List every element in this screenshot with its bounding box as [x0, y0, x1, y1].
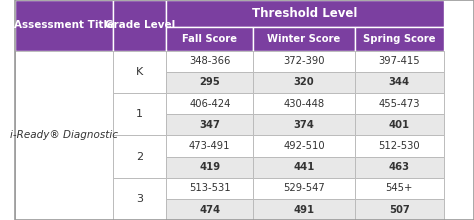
Bar [166, 0, 444, 28]
Bar [113, 178, 166, 220]
Text: 374: 374 [293, 120, 314, 130]
Text: 347: 347 [200, 120, 220, 130]
Text: 401: 401 [389, 120, 410, 130]
Bar [355, 135, 444, 156]
Bar [166, 28, 254, 51]
Text: 473-491: 473-491 [189, 141, 230, 151]
Text: 545+: 545+ [386, 183, 413, 193]
Text: 419: 419 [199, 162, 220, 172]
Bar [254, 51, 355, 72]
Bar [254, 156, 355, 178]
Bar [355, 156, 444, 178]
Bar [355, 199, 444, 220]
Text: Fall Score: Fall Score [182, 34, 237, 44]
Text: 372-390: 372-390 [283, 56, 325, 66]
Bar [15, 0, 113, 51]
Bar [113, 93, 166, 135]
Bar [113, 135, 166, 178]
Text: 3: 3 [136, 194, 143, 204]
Text: 406-424: 406-424 [189, 99, 230, 108]
Bar [15, 51, 113, 220]
Text: Winter Score: Winter Score [267, 34, 341, 44]
Bar [166, 135, 254, 156]
Text: 463: 463 [389, 162, 410, 172]
Text: Assessment Title: Assessment Title [14, 20, 114, 30]
Text: 348-366: 348-366 [189, 56, 230, 66]
Bar [166, 72, 254, 93]
Text: 2: 2 [136, 152, 143, 161]
Text: Grade Level: Grade Level [105, 20, 175, 30]
Text: 430-448: 430-448 [283, 99, 325, 108]
Text: 344: 344 [389, 77, 410, 87]
Bar [166, 114, 254, 135]
Text: Threshold Level: Threshold Level [253, 7, 358, 20]
Bar [355, 178, 444, 199]
Bar [254, 93, 355, 114]
Text: 441: 441 [293, 162, 315, 172]
Text: 491: 491 [293, 205, 315, 214]
Text: 397-415: 397-415 [379, 56, 420, 66]
Text: 455-473: 455-473 [379, 99, 420, 108]
Bar [254, 178, 355, 199]
Bar [166, 51, 254, 72]
Bar [113, 0, 166, 51]
Bar [355, 51, 444, 72]
Bar [254, 199, 355, 220]
Bar [166, 93, 254, 114]
Bar [166, 156, 254, 178]
Text: 512-530: 512-530 [379, 141, 420, 151]
Bar [113, 51, 166, 93]
Bar [355, 114, 444, 135]
Bar [166, 178, 254, 199]
Text: 507: 507 [389, 205, 410, 214]
Text: 1: 1 [136, 109, 143, 119]
Bar [254, 72, 355, 93]
Text: 529-547: 529-547 [283, 183, 325, 193]
Text: 513-531: 513-531 [189, 183, 231, 193]
Bar [355, 93, 444, 114]
Bar [254, 135, 355, 156]
Text: 474: 474 [199, 205, 220, 214]
Bar [254, 114, 355, 135]
Text: i-Ready® Diagnostic: i-Ready® Diagnostic [10, 130, 118, 140]
Text: 320: 320 [294, 77, 314, 87]
Bar [254, 28, 355, 51]
Bar [166, 199, 254, 220]
Text: K: K [136, 67, 143, 77]
Bar [355, 28, 444, 51]
Text: 295: 295 [200, 77, 220, 87]
Text: 492-510: 492-510 [283, 141, 325, 151]
Text: Spring Score: Spring Score [363, 34, 436, 44]
Bar [355, 72, 444, 93]
